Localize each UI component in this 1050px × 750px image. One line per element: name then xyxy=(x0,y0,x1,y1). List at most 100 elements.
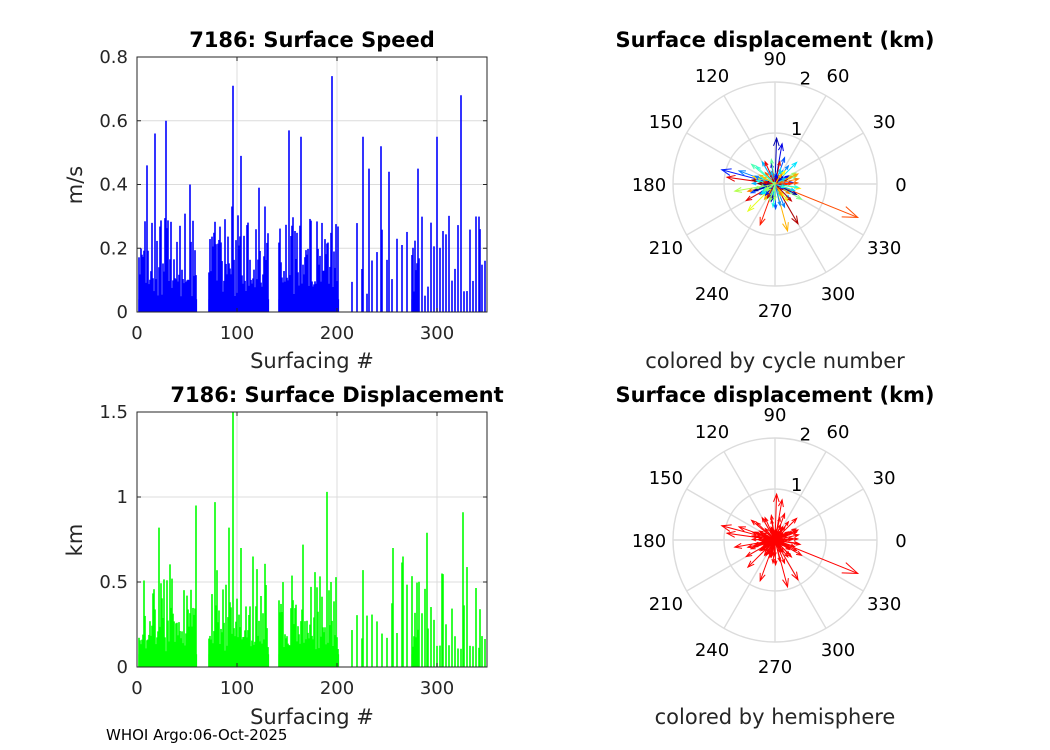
displacement-y-tick-label: 1.5 xyxy=(99,402,128,423)
polar-cycle-vector-head xyxy=(791,172,797,177)
displacement-y-tick-label: 0 xyxy=(117,657,128,678)
displacement-x-tick-label: 300 xyxy=(420,678,454,699)
polar-cycle-vector-head xyxy=(774,172,778,178)
polar-hemisphere-vector xyxy=(765,539,776,546)
polar-hemisphere-vector-head xyxy=(769,513,774,520)
polar-hemisphere-vector-head xyxy=(733,542,743,549)
speed-y-axis-label: m/s xyxy=(63,166,87,204)
polar-hemisphere-vector-head xyxy=(777,523,782,529)
polar-cycle-vector-head xyxy=(782,222,789,233)
polar-cycle-vector-head xyxy=(795,194,803,201)
polar-hemisphere-radius-label: 2 xyxy=(800,425,811,446)
polar-cycle-vector-head xyxy=(763,195,769,201)
speed-x-tick-label: 200 xyxy=(320,323,354,344)
footer-credit: WHOI Argo:06-Oct-2025 xyxy=(106,726,287,744)
polar-cycle-radius-label: 1 xyxy=(791,119,802,140)
polar-hemisphere-angle-label: 0 xyxy=(895,531,906,552)
polar-cycle-vector-head xyxy=(770,169,774,176)
polar-cycle-vector-head xyxy=(777,142,784,152)
displacement-x-axis-label: Surfacing # xyxy=(250,705,374,729)
polar-hemisphere-angle-label: 240 xyxy=(695,640,729,661)
polar-cycle-angle-label: 150 xyxy=(649,112,683,133)
polar-hemisphere-vector-head xyxy=(791,517,798,524)
polar-hemisphere-angle-label: 180 xyxy=(632,531,666,552)
polar-hemisphere-vector-head xyxy=(770,525,774,532)
polar-cycle-vector-head xyxy=(766,193,771,200)
polar-cycle-vector xyxy=(774,183,792,202)
polar-cycle-vector-head xyxy=(781,177,787,182)
polar-cycle-vector xyxy=(774,173,782,185)
polar-cycle-vector-head xyxy=(773,196,777,202)
polar-hemisphere-vector-head xyxy=(782,578,789,589)
polar-cycle-vector-head xyxy=(750,163,757,170)
polar-hemisphere-vector-head xyxy=(785,546,791,551)
polar-cycle-vector-head xyxy=(771,202,776,209)
polar-hemisphere-vector xyxy=(774,534,799,541)
polar-cycle-vector-head xyxy=(781,169,786,175)
polar-hemisphere-vector-head xyxy=(770,537,777,542)
polar-hemisphere-ring xyxy=(672,437,878,643)
displacement-bars xyxy=(138,412,486,667)
polar-hemisphere-vector-head xyxy=(764,547,770,553)
polar-hemisphere-vectors xyxy=(720,492,860,589)
polar-cycle-vector-head xyxy=(841,206,860,218)
polar-cycle-angle-label: 90 xyxy=(764,49,787,70)
polar-cycle-ring xyxy=(723,132,827,236)
polar-cycle-vectors xyxy=(720,136,860,233)
polar-cycle-vector xyxy=(774,177,786,185)
polar-hemisphere-vector-head xyxy=(750,537,757,542)
polar-cycle-vector-head xyxy=(769,157,774,164)
polar-hemisphere-angle-label: 30 xyxy=(873,468,896,489)
displacement-y-tick-label: 0.5 xyxy=(99,572,128,593)
polar-hemisphere-vector-head xyxy=(753,543,759,548)
polar-cycle-vector-head xyxy=(749,189,756,194)
polar-hemisphere-vector-head xyxy=(787,552,793,558)
polar-hemisphere-vector-head xyxy=(784,531,790,536)
displacement-axes-box xyxy=(136,411,488,668)
polar-hemisphere-vector-head xyxy=(725,530,736,538)
polar-cycle-vector-head xyxy=(770,181,777,186)
polar-hemisphere-chart: Surface displacement (km) 0 30 60 90 120 150 1… xyxy=(615,383,934,729)
polar-hemisphere-angle-label: 210 xyxy=(649,594,683,615)
polar-hemisphere-vector-head xyxy=(781,525,786,531)
polar-hemisphere-caption: colored by hemisphere xyxy=(655,705,896,729)
speed-x-axis-label: Surfacing # xyxy=(250,349,374,373)
polar-hemisphere-vector xyxy=(774,539,858,574)
polar-hemisphere-vector-head xyxy=(795,550,803,557)
polar-cycle-vector-head xyxy=(790,187,796,192)
polar-cycle-vector-head xyxy=(787,196,793,202)
polar-cycle-radius-label: 2 xyxy=(800,69,811,90)
polar-hemisphere-vector-head xyxy=(746,543,753,549)
polar-hemisphere-vector-head xyxy=(773,552,777,558)
polar-cycle-angle-label: 120 xyxy=(695,66,729,87)
displacement-tick-labels: 0 100 200 300 0 0.5 1 1.5 xyxy=(99,402,487,699)
polar-hemisphere-angle-label: 270 xyxy=(758,657,792,678)
speed-y-tick-label: 0.4 xyxy=(99,175,128,196)
polar-hemisphere-angle-label: 330 xyxy=(867,594,901,615)
polar-cycle-vector-head xyxy=(773,204,778,211)
polar-cycle-angle-label: 330 xyxy=(867,238,901,259)
polar-hemisphere-vector-head xyxy=(791,571,799,582)
polar-hemisphere-vector-head xyxy=(746,560,755,569)
polar-hemisphere-vector xyxy=(754,539,776,545)
polar-cycle-vector-head xyxy=(791,161,798,168)
polar-cycle-vector-head xyxy=(777,167,782,173)
speed-chart-title: 7186: Surface Speed xyxy=(189,28,435,52)
polar-cycle-vector-head xyxy=(788,181,794,186)
polar-cycle-vector-head xyxy=(784,175,790,180)
polar-cycle-angle-label: 180 xyxy=(632,175,666,196)
polar-cycle-vector xyxy=(754,183,776,189)
polar-hemisphere-vector-head xyxy=(790,543,796,548)
polar-hemisphere-vector-head xyxy=(788,537,794,542)
polar-hemisphere-vector-head xyxy=(749,545,756,550)
polar-hemisphere-vector xyxy=(756,522,776,541)
polar-hemisphere-vector-head xyxy=(762,536,768,541)
polar-hemisphere-vector-head xyxy=(778,547,783,554)
polar-cycle-vector-head xyxy=(750,178,757,183)
polar-cycle-vector-head xyxy=(753,175,760,180)
polar-cycle-vector-head xyxy=(761,176,767,181)
polar-cycle-vector-head xyxy=(755,165,761,171)
polar-cycle-vector-head xyxy=(780,156,786,163)
speed-y-tick-label: 0.8 xyxy=(99,47,128,68)
polar-hemisphere-vector-head xyxy=(781,533,787,538)
